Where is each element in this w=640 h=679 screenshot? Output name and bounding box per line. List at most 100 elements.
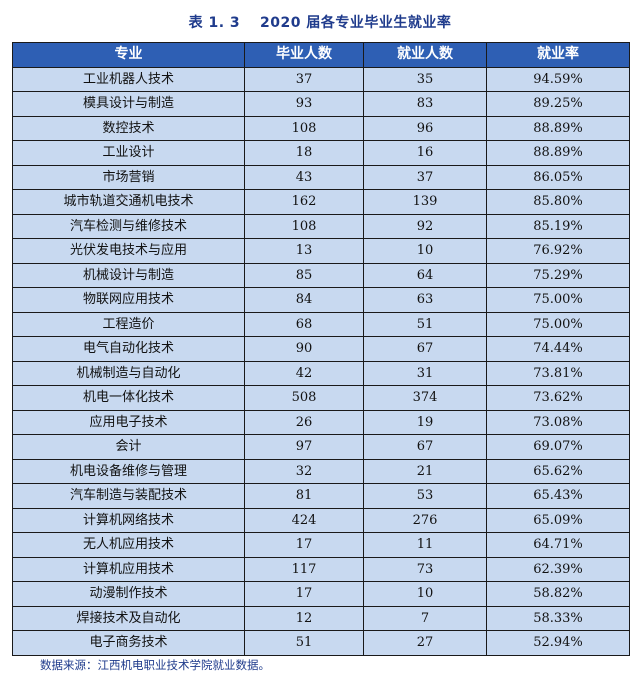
graduates-cell: 26 <box>244 409 364 435</box>
major-cell: 工业设计 <box>12 140 245 166</box>
graduates-cell: 81 <box>244 483 364 509</box>
rate-cell: 65.62% <box>486 458 630 484</box>
major-cell: 应用电子技术 <box>12 409 245 435</box>
employed-cell: 21 <box>363 458 487 484</box>
rate-cell: 76.92% <box>486 238 630 264</box>
major-cell: 汽车检测与维修技术 <box>12 213 245 239</box>
employed-cell: 7 <box>363 605 487 631</box>
table-row: 机电一体化技术 508 374 73.62% <box>12 385 630 411</box>
table-row: 电子商务技术 51 27 52.94% <box>12 630 630 656</box>
table-title: 表 1. 3 2020 届各专业毕业生就业率 <box>188 15 452 31</box>
major-cell: 模具设计与制造 <box>12 91 245 117</box>
rate-cell: 62.39% <box>486 556 630 582</box>
employed-cell: 96 <box>363 115 487 141</box>
graduates-cell: 93 <box>244 91 364 117</box>
employed-cell: 67 <box>363 336 487 362</box>
graduates-cell: 42 <box>244 360 364 386</box>
employed-cell: 64 <box>363 262 487 288</box>
table-row: 光伏发电技术与应用 13 10 76.92% <box>12 238 630 264</box>
major-cell: 汽车制造与装配技术 <box>12 483 245 509</box>
employed-cell: 276 <box>363 507 487 533</box>
table-row: 机械制造与自动化 42 31 73.81% <box>12 360 630 386</box>
employed-cell: 27 <box>363 630 487 656</box>
employed-cell: 11 <box>363 532 487 558</box>
rate-cell: 88.89% <box>486 140 630 166</box>
graduates-cell: 85 <box>244 262 364 288</box>
rate-cell: 85.19% <box>486 213 630 239</box>
table-row: 市场营销 43 37 86.05% <box>12 164 630 190</box>
major-cell: 机电一体化技术 <box>12 385 245 411</box>
rate-cell: 86.05% <box>486 164 630 190</box>
major-cell: 市场营销 <box>12 164 245 190</box>
major-cell: 数控技术 <box>12 115 245 141</box>
table-row: 动漫制作技术 17 10 58.82% <box>12 581 630 607</box>
major-cell: 计算机网络技术 <box>12 507 245 533</box>
employed-cell: 139 <box>363 189 487 215</box>
header-graduates: 毕业人数 <box>244 42 364 68</box>
table-row: 汽车制造与装配技术 81 53 65.43% <box>12 483 630 509</box>
table-row: 工业机器人技术 37 35 94.59% <box>12 66 630 92</box>
graduates-cell: 108 <box>244 213 364 239</box>
header-major: 专业 <box>12 42 245 68</box>
graduates-cell: 32 <box>244 458 364 484</box>
table-row: 机械设计与制造 85 64 75.29% <box>12 262 630 288</box>
rate-cell: 64.71% <box>486 532 630 558</box>
data-source-note: 数据来源：江西机电职业技术学院就业数据。 <box>40 658 270 672</box>
employed-cell: 73 <box>363 556 487 582</box>
employed-cell: 92 <box>363 213 487 239</box>
major-cell: 无人机应用技术 <box>12 532 245 558</box>
major-cell: 工程造价 <box>12 311 245 337</box>
graduates-cell: 508 <box>244 385 364 411</box>
graduates-cell: 43 <box>244 164 364 190</box>
rate-cell: 58.33% <box>486 605 630 631</box>
major-cell: 机械设计与制造 <box>12 262 245 288</box>
rate-cell: 58.82% <box>486 581 630 607</box>
rate-cell: 65.43% <box>486 483 630 509</box>
graduates-cell: 90 <box>244 336 364 362</box>
graduates-cell: 51 <box>244 630 364 656</box>
rate-cell: 75.00% <box>486 287 630 313</box>
employed-cell: 37 <box>363 164 487 190</box>
major-cell: 会计 <box>12 434 245 460</box>
rate-cell: 69.07% <box>486 434 630 460</box>
table-header-row: 专业 毕业人数 就业人数 就业率 <box>12 42 630 68</box>
employed-cell: 35 <box>363 66 487 92</box>
table-row: 物联网应用技术 84 63 75.00% <box>12 287 630 313</box>
rate-cell: 65.09% <box>486 507 630 533</box>
graduates-cell: 17 <box>244 532 364 558</box>
graduates-cell: 97 <box>244 434 364 460</box>
employed-cell: 374 <box>363 385 487 411</box>
rate-cell: 73.81% <box>486 360 630 386</box>
table-row: 机电设备维修与管理 32 21 65.62% <box>12 458 630 484</box>
table-row: 计算机网络技术 424 276 65.09% <box>12 507 630 533</box>
table-row: 汽车检测与维修技术 108 92 85.19% <box>12 213 630 239</box>
major-cell: 物联网应用技术 <box>12 287 245 313</box>
employed-cell: 10 <box>363 238 487 264</box>
major-cell: 光伏发电技术与应用 <box>12 238 245 264</box>
rate-cell: 88.89% <box>486 115 630 141</box>
table-row: 电气自动化技术 90 67 74.44% <box>12 336 630 362</box>
major-cell: 电气自动化技术 <box>12 336 245 362</box>
table-row: 模具设计与制造 93 83 89.25% <box>12 91 630 117</box>
rate-cell: 74.44% <box>486 336 630 362</box>
graduates-cell: 37 <box>244 66 364 92</box>
graduates-cell: 12 <box>244 605 364 631</box>
major-cell: 机电设备维修与管理 <box>12 458 245 484</box>
table-row: 城市轨道交通机电技术 162 139 85.80% <box>12 189 630 215</box>
employment-rate-table: 专业 毕业人数 就业人数 就业率 工业机器人技术 37 35 94.59% 模具设计与制… <box>12 42 630 656</box>
table-row: 应用电子技术 26 19 73.08% <box>12 409 630 435</box>
employed-cell: 16 <box>363 140 487 166</box>
table-row: 工业设计 18 16 88.89% <box>12 140 630 166</box>
major-cell: 动漫制作技术 <box>12 581 245 607</box>
employed-cell: 83 <box>363 91 487 117</box>
rate-cell: 75.29% <box>486 262 630 288</box>
graduates-cell: 68 <box>244 311 364 337</box>
rate-cell: 52.94% <box>486 630 630 656</box>
major-cell: 工业机器人技术 <box>12 66 245 92</box>
employed-cell: 31 <box>363 360 487 386</box>
major-cell: 焊接技术及自动化 <box>12 605 245 631</box>
header-employment-rate: 就业率 <box>486 42 630 68</box>
table-row: 会计 97 67 69.07% <box>12 434 630 460</box>
employed-cell: 19 <box>363 409 487 435</box>
rate-cell: 94.59% <box>486 66 630 92</box>
